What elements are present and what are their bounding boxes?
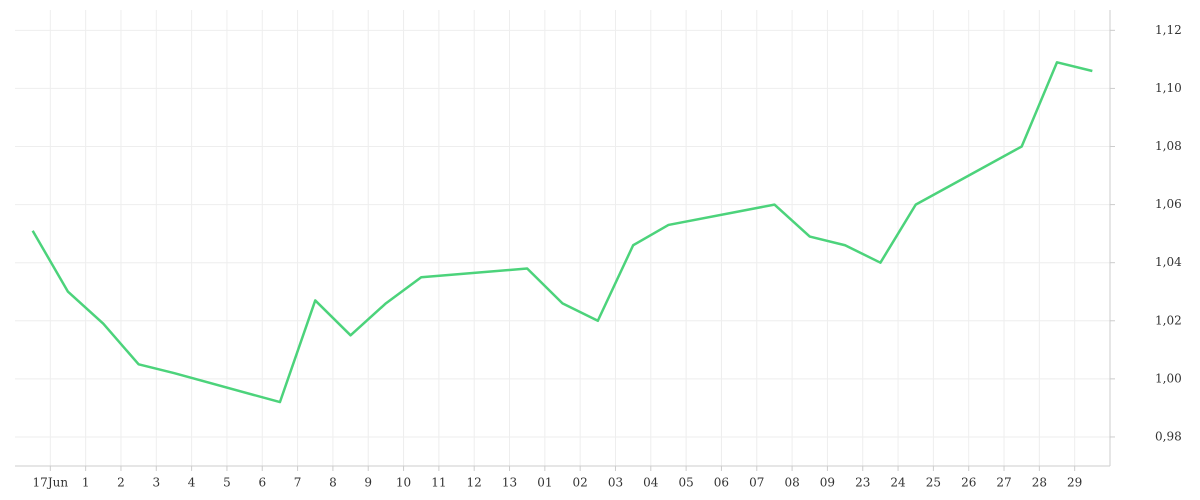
y-tick-label: 1,06: [1155, 197, 1182, 211]
x-tick-label: 17Jun: [33, 476, 69, 490]
x-tick-label: 07: [749, 476, 764, 490]
x-tick-label: 24: [890, 476, 906, 490]
x-tick-label: 06: [714, 476, 729, 490]
x-tick-label: 26: [961, 476, 976, 490]
x-tick-label: 05: [678, 476, 693, 490]
y-tick-label: 1,10: [1155, 81, 1182, 95]
y-tick-label: 1,12: [1155, 23, 1182, 37]
y-tick-label: 1,08: [1155, 139, 1182, 153]
y-tick-label: 1,00: [1155, 371, 1182, 385]
x-tick-label: 10: [396, 476, 411, 490]
y-tick-label: 1,04: [1155, 255, 1182, 269]
x-tick-label: 02: [573, 476, 588, 490]
x-tick-label: 6: [258, 476, 266, 490]
y-tick-label: 1,02: [1155, 313, 1182, 327]
x-tick-label: 5: [223, 476, 231, 490]
x-tick-label: 28: [1032, 476, 1047, 490]
x-tick-label: 08: [784, 476, 799, 490]
x-tick-label: 7: [294, 476, 302, 490]
x-tick-label: 9: [364, 476, 372, 490]
x-tick-label: 01: [537, 476, 552, 490]
x-tick-label: 8: [329, 476, 337, 490]
x-tick-label: 03: [608, 476, 623, 490]
x-tick-label: 13: [502, 476, 517, 490]
x-tick-label: 1: [82, 476, 90, 490]
x-tick-label: 4: [188, 476, 196, 490]
line: [31, 61, 1093, 404]
x-tick-label: 04: [643, 476, 659, 490]
x-tick-label: 09: [820, 476, 835, 490]
x-tick-label: 25: [926, 476, 941, 490]
x-tick-label: 11: [431, 476, 446, 490]
x-tick-label: 27: [996, 476, 1011, 490]
x-tick-label: 12: [467, 476, 482, 490]
x-tick-label: 3: [152, 476, 160, 490]
y-tick-label: 0,98: [1155, 429, 1182, 443]
x-tick-label: 23: [855, 476, 870, 490]
x-tick-label: 2: [117, 476, 125, 490]
x-tick-label: 29: [1067, 476, 1082, 490]
